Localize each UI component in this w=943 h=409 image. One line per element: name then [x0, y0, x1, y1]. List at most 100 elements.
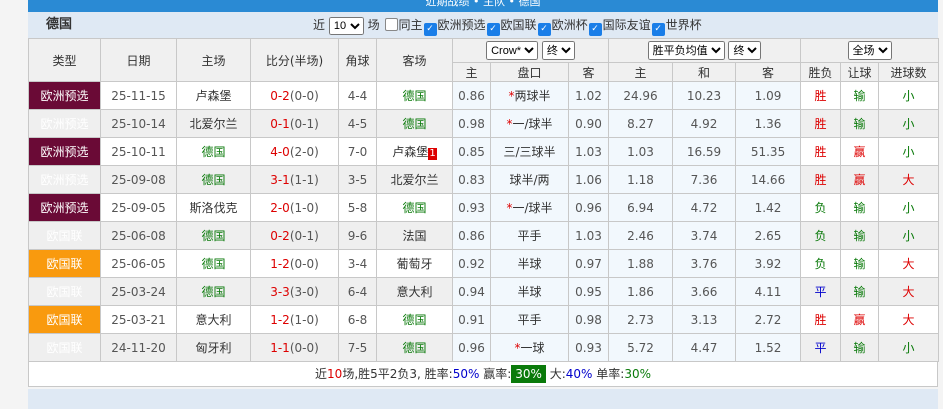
eu-draw-odds: 3.74 [672, 221, 737, 250]
match-type[interactable]: 欧洲预选 [28, 193, 101, 222]
corners: 5-8 [338, 193, 377, 222]
table-row[interactable]: 欧国联 25-06-05 德国 1-2(0-0) 3-4 葡萄牙 0.92 半球… [28, 249, 940, 278]
scope-select[interactable]: 全场 [847, 41, 892, 60]
full-time-score: 1-2 [270, 256, 290, 271]
match-type[interactable]: 欧国联 [28, 221, 101, 250]
col-corner: 角球 [338, 38, 377, 82]
table-row[interactable]: 欧国联 25-03-24 德国 3-3(3-0) 6-4 意大利 0.94 半球… [28, 277, 940, 306]
close-icon[interactable]: ✕ [936, 0, 938, 12]
home-team[interactable]: 德国 [176, 221, 251, 250]
league-label: 世界杯 [665, 18, 702, 32]
eu-home-odds: 1.18 [608, 165, 674, 194]
home-team[interactable]: 意大利 [176, 305, 251, 334]
away-team[interactable]: 卢森堡1 [376, 137, 453, 166]
score[interactable]: 4-0(2-0) [250, 137, 339, 166]
goals-result: 小 [878, 333, 940, 362]
ah-line-text: 两球半 [514, 89, 551, 103]
score[interactable]: 1-2(1-0) [250, 305, 339, 334]
s1: 近 [315, 367, 328, 381]
match-type[interactable]: 欧国联 [28, 277, 101, 306]
ah-home-odds: 0.86 [452, 81, 491, 110]
league-checkbox[interactable]: ✓ [423, 23, 437, 36]
full-time-score: 0-2 [270, 88, 290, 103]
col-ah-result: 让球 [840, 62, 880, 82]
score[interactable]: 0-2(0-1) [250, 221, 339, 250]
ah-line-text: 一/球半 [512, 117, 553, 131]
table-row[interactable]: 欧洲预选 25-10-11 德国 4-0(2-0) 7-0 卢森堡1 0.85 … [28, 137, 940, 166]
away-team-name: 北爱尔兰 [390, 173, 439, 187]
same-home-checkbox[interactable] [384, 18, 398, 31]
score[interactable]: 3-3(3-0) [250, 277, 339, 306]
score[interactable]: 0-1(0-1) [250, 109, 339, 138]
final-select-2[interactable]: 终 [728, 41, 762, 60]
score[interactable]: 0-2(0-0) [250, 81, 339, 110]
eu-away-odds: 1.42 [735, 193, 802, 222]
away-team[interactable]: 德国 [376, 305, 453, 334]
home-team[interactable]: 德国 [176, 137, 251, 166]
table-row[interactable]: 欧国联 25-06-08 德国 0-2(0-1) 9-6 法国 0.86 平手 … [28, 221, 940, 250]
home-team[interactable]: 德国 [176, 277, 251, 306]
match-type[interactable]: 欧洲预选 [28, 137, 101, 166]
home-team[interactable]: 斯洛伐克 [176, 193, 251, 222]
goals-result: 小 [878, 81, 940, 110]
col-home: 主场 [176, 38, 251, 82]
league-checkbox[interactable]: ✓ [486, 23, 500, 36]
away-team[interactable]: 德国 [376, 109, 453, 138]
goals-result: 小 [878, 221, 940, 250]
eu-draw-odds: 10.23 [672, 81, 737, 110]
table-row[interactable]: 欧国联 24-11-20 匈牙利 1-1(0-0) 7-5 德国 0.96 *一… [28, 333, 940, 362]
col-goals: 进球数 [878, 62, 940, 82]
ah-home-odds: 0.98 [452, 109, 491, 138]
away-team[interactable]: 法国 [376, 221, 453, 250]
match-type[interactable]: 欧国联 [28, 249, 101, 278]
home-team[interactable]: 卢森堡 [176, 81, 251, 110]
home-team[interactable]: 匈牙利 [176, 333, 251, 362]
match-date: 25-11-15 [100, 81, 177, 110]
match-type[interactable]: 欧洲预选 [28, 81, 101, 110]
table-row[interactable]: 欧洲预选 25-11-15 卢森堡 0-2(0-0) 4-4 德国 0.86 *… [28, 81, 940, 110]
away-team[interactable]: 德国 [376, 333, 453, 362]
score[interactable]: 1-2(0-0) [250, 249, 339, 278]
away-team[interactable]: 意大利 [376, 277, 453, 306]
away-team[interactable]: 德国 [376, 81, 453, 110]
table-row[interactable]: 欧洲预选 25-10-14 北爱尔兰 0-1(0-1) 4-5 德国 0.98 … [28, 109, 940, 138]
next-section-bar [28, 389, 938, 409]
final-select[interactable]: 终 [541, 41, 575, 60]
home-team[interactable]: 德国 [176, 165, 251, 194]
red-card-badge: 1 [428, 148, 437, 160]
summary: 近10场,胜5平2负3, 胜率:50% 赢率: 30% 大:40% 单率:30% [28, 362, 938, 387]
away-team-name: 葡萄牙 [396, 257, 433, 271]
match-count-select[interactable]: 10 [328, 17, 364, 35]
league-checkbox[interactable]: ✓ [588, 23, 602, 36]
table-row[interactable]: 欧洲预选 25-09-08 德国 3-1(1-1) 3-5 北爱尔兰 0.83 … [28, 165, 940, 194]
away-team-name: 法国 [402, 229, 427, 243]
score[interactable]: 1-1(0-0) [250, 333, 339, 362]
eu-home-odds: 5.72 [608, 333, 674, 362]
away-team[interactable]: 德国 [376, 193, 453, 222]
ah-line: 半球 [490, 277, 569, 306]
table-row[interactable]: 欧国联 25-03-21 意大利 1-2(1-0) 6-8 德国 0.91 平手… [28, 305, 940, 334]
ah-home-odds: 0.94 [452, 277, 491, 306]
match-date: 25-03-21 [100, 305, 177, 334]
filter-bar: 德国 近 10 场 同主 ✓ 欧洲预选 ✓ 欧国联 ✓ 欧洲杯 ✓ 国际友谊 ✓ 世界杯 [28, 12, 938, 38]
eu-home-odds: 2.46 [608, 221, 674, 250]
away-team[interactable]: 葡萄牙 [376, 249, 453, 278]
odds-type-select[interactable]: 胜平负均值 [647, 41, 725, 60]
league-label: 欧洲杯 [551, 18, 588, 32]
panel-title: 近期战绩 • 主队 • 德国 [425, 0, 541, 8]
table-row[interactable]: 欧洲预选 25-09-05 斯洛伐克 2-0(1-0) 5-8 德国 0.93 … [28, 193, 940, 222]
home-team[interactable]: 北爱尔兰 [176, 109, 251, 138]
score[interactable]: 2-0(1-0) [250, 193, 339, 222]
match-type[interactable]: 欧国联 [28, 305, 101, 334]
company-select[interactable]: Crow* [486, 41, 539, 60]
col-eu-home: 主 [608, 62, 674, 82]
league-checkbox[interactable]: ✓ [537, 23, 551, 36]
match-type[interactable]: 欧国联 [28, 333, 101, 362]
league-checkbox[interactable]: ✓ [651, 23, 665, 36]
match-type[interactable]: 欧洲预选 [28, 109, 101, 138]
away-team[interactable]: 北爱尔兰 [376, 165, 453, 194]
home-team[interactable]: 德国 [176, 249, 251, 278]
score[interactable]: 3-1(1-1) [250, 165, 339, 194]
match-type[interactable]: 欧洲预选 [28, 165, 101, 194]
match-date: 25-10-11 [100, 137, 177, 166]
